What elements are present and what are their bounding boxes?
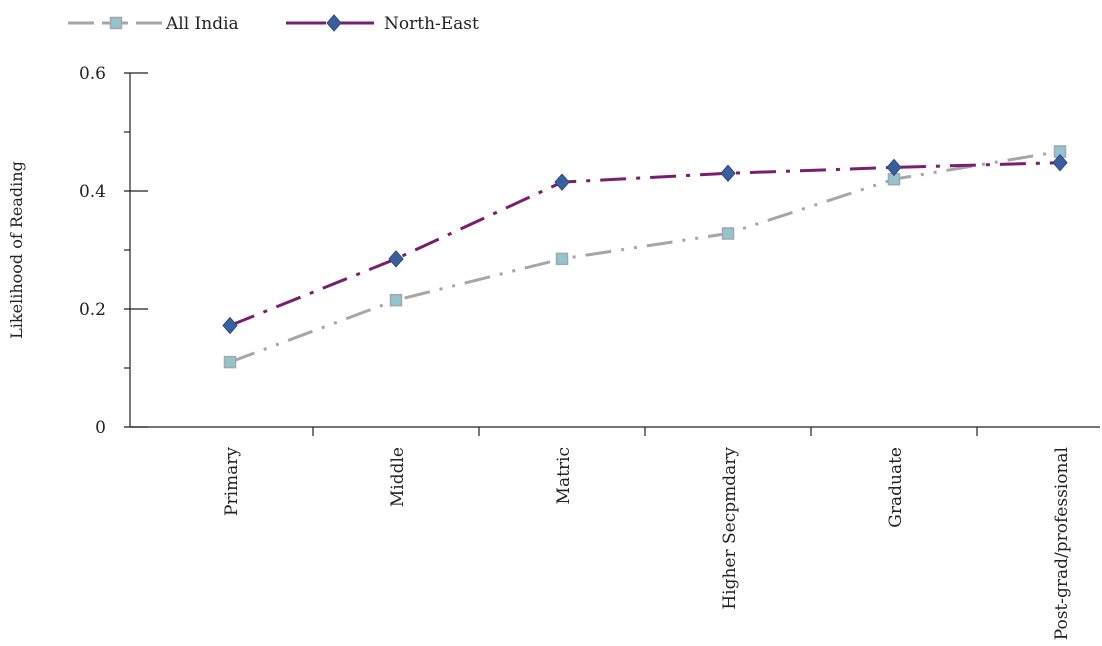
series-2 [222,153,1068,335]
legend-item-1: All India [68,14,239,34]
data-point [721,227,735,240]
data-point [886,158,902,177]
series-1 [223,145,1067,369]
data-point [388,250,404,268]
x-category-label: Primary [222,447,242,516]
y-tick-label: 0.2 [79,300,106,320]
data-point [223,355,237,369]
data-point [554,173,570,191]
legend-swatch-marker [109,16,123,30]
legend-item-2: North-East [286,14,479,34]
y-tick-label: 0.4 [79,182,106,202]
data-point [222,316,238,335]
series-line [229,149,1061,364]
legend-label: All India [165,14,239,34]
series-line [229,161,1061,327]
y-axis: 0 0.2 0.4 0.6 [79,64,148,438]
data-point [1052,153,1068,172]
x-category-label: Post-grad/professional [1052,447,1072,640]
data-point [555,252,569,266]
series-layer [222,145,1068,369]
data-point [720,164,736,183]
y-tick-label: 0 [95,418,106,438]
legend: All India North-East [68,14,479,34]
x-category-label: Matric [554,447,574,504]
x-category-label: Middle [388,447,408,507]
x-axis: Primary Middle Matric Higher Secpmdary Gradu… [130,426,1100,640]
legend-label: North-East [384,14,479,34]
legend-swatch-marker [326,14,342,32]
x-category-label: Higher Secpmdary [720,447,740,610]
x-category-label: Graduate [886,447,906,528]
y-tick-label: 0.6 [79,64,106,84]
y-axis-title: Likelihood of Reading [7,161,26,339]
data-point [389,293,403,307]
